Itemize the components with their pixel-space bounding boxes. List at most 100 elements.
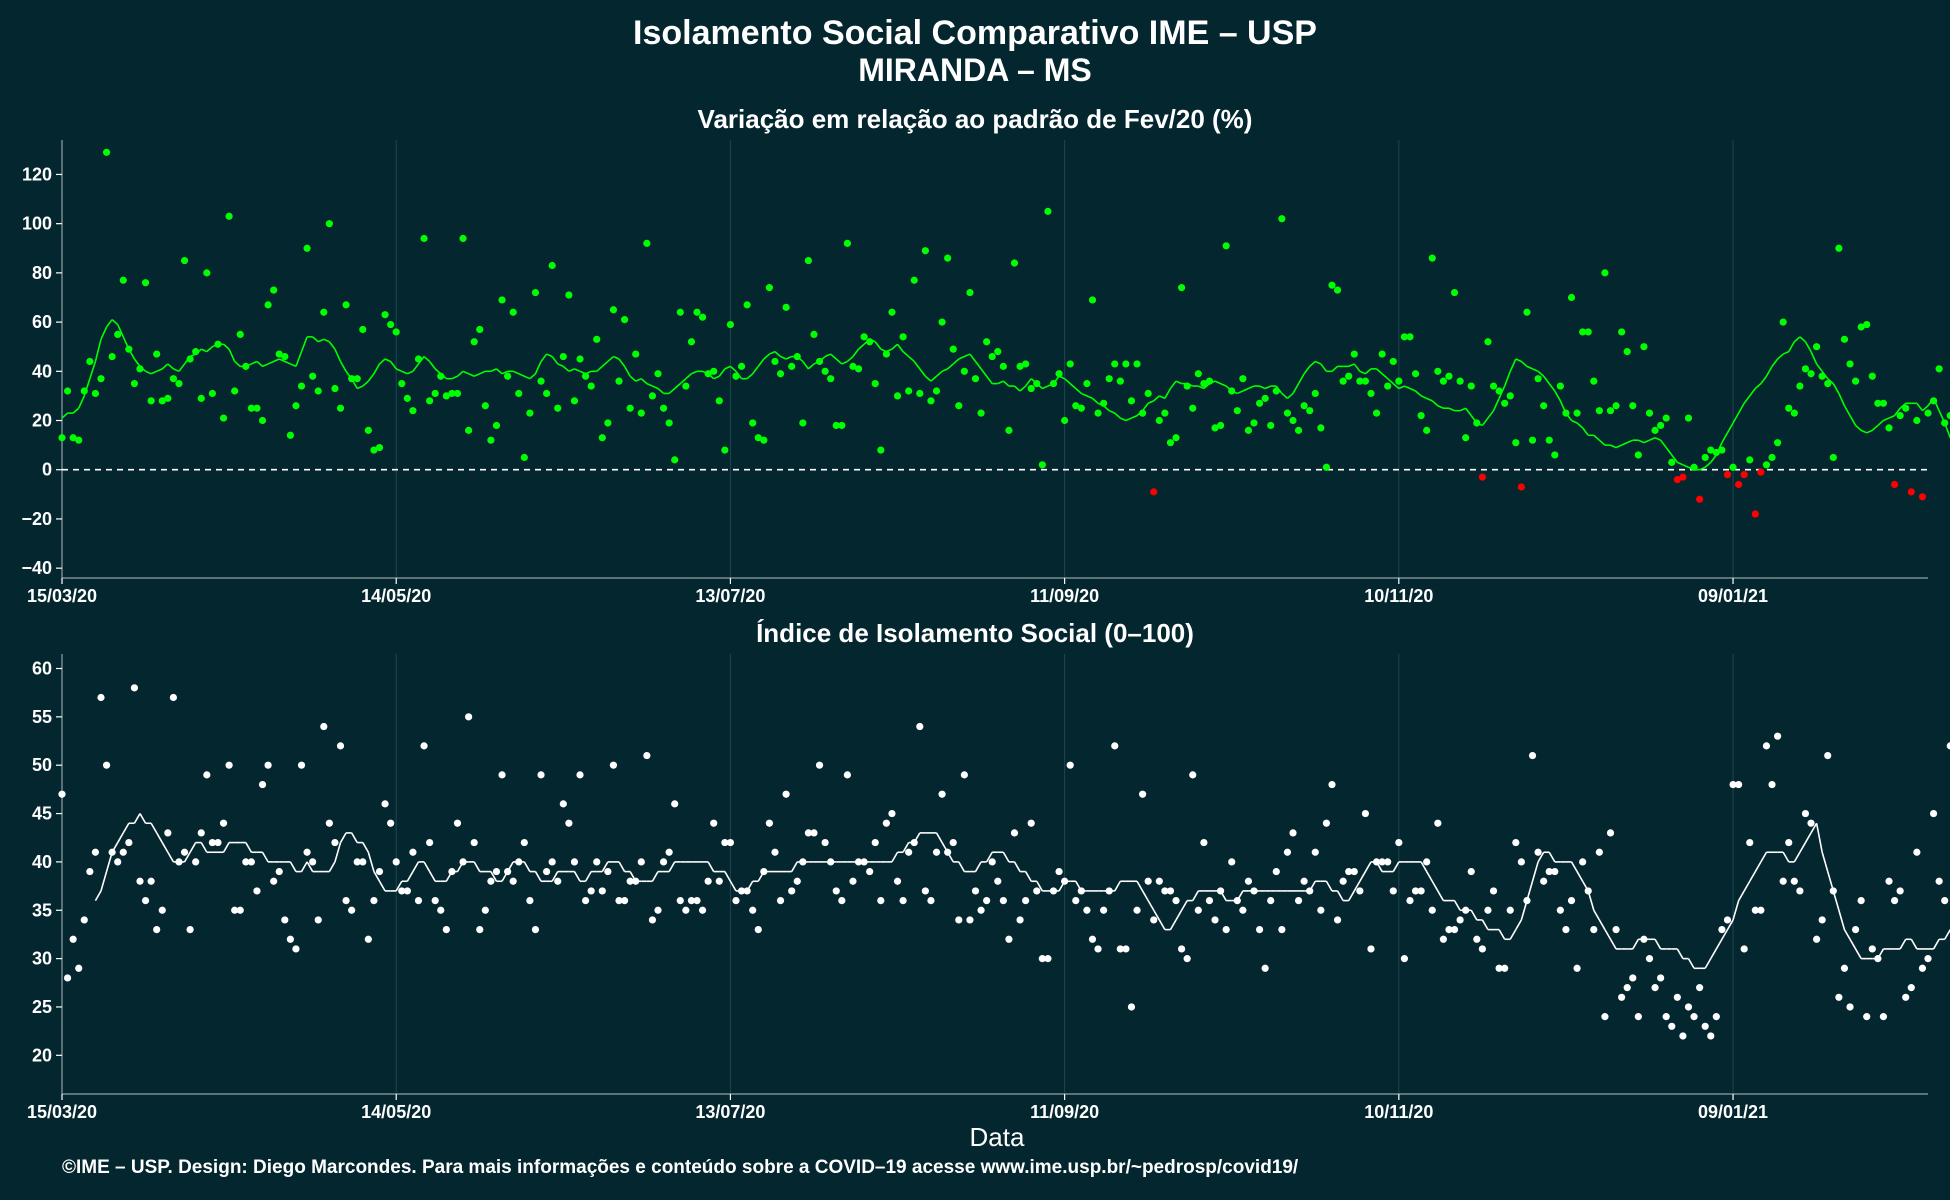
index-point bbox=[264, 761, 272, 769]
index-moving-average bbox=[668, 861, 676, 872]
variation-point bbox=[203, 269, 211, 277]
variation-point bbox=[899, 333, 907, 341]
variation-point bbox=[186, 355, 194, 363]
index-point bbox=[1094, 945, 1102, 953]
variation-point bbox=[1484, 338, 1492, 346]
index-point bbox=[459, 858, 467, 866]
variation-moving-average bbox=[935, 370, 943, 377]
variation-moving-average bbox=[1721, 432, 1729, 444]
index-point bbox=[1634, 1013, 1642, 1021]
index-moving-average bbox=[362, 842, 370, 853]
variation-point bbox=[342, 301, 350, 309]
index-moving-average bbox=[1453, 900, 1461, 911]
variation-moving-average bbox=[167, 363, 174, 370]
variation-moving-average bbox=[267, 360, 274, 365]
variation-moving-average bbox=[1120, 417, 1127, 422]
variation-point bbox=[398, 380, 406, 388]
variation-point bbox=[1540, 402, 1548, 410]
index-moving-average bbox=[1425, 871, 1433, 882]
variation-point bbox=[303, 244, 311, 252]
index-point bbox=[1384, 858, 1392, 866]
index-point bbox=[1267, 896, 1275, 905]
variation-point bbox=[1645, 409, 1654, 417]
variation-point bbox=[554, 404, 562, 412]
variation-point bbox=[442, 392, 450, 400]
index-moving-average bbox=[707, 861, 715, 872]
index-point bbox=[1807, 819, 1815, 827]
index-point bbox=[1562, 926, 1570, 934]
variation-moving-average bbox=[1526, 365, 1533, 370]
index-point bbox=[609, 761, 618, 769]
variation-moving-average bbox=[278, 358, 286, 363]
variation-moving-average bbox=[1153, 395, 1160, 402]
variation-moving-average bbox=[607, 355, 614, 363]
index-moving-average bbox=[1531, 861, 1539, 882]
variation-point bbox=[1250, 419, 1258, 427]
variation-moving-average bbox=[234, 360, 241, 367]
index-moving-average bbox=[958, 861, 966, 872]
variation-point bbox=[314, 387, 322, 395]
index-moving-average bbox=[1470, 909, 1478, 921]
variation-point bbox=[1879, 399, 1888, 407]
index-moving-average bbox=[1676, 948, 1684, 960]
variation-moving-average bbox=[116, 324, 125, 338]
index-point bbox=[130, 684, 139, 692]
variation-moving-average bbox=[1621, 441, 1628, 446]
index-point bbox=[80, 916, 88, 924]
index-point bbox=[1161, 887, 1169, 895]
index-point bbox=[247, 858, 255, 866]
index-point bbox=[1690, 1013, 1698, 1021]
index-moving-average bbox=[523, 861, 531, 872]
index-point bbox=[1590, 926, 1598, 934]
index-point bbox=[1829, 887, 1837, 895]
index-point bbox=[1501, 964, 1509, 972]
variation-point bbox=[1924, 409, 1932, 417]
index-moving-average bbox=[412, 861, 420, 872]
variation-point bbox=[1735, 480, 1743, 489]
variation-point bbox=[1723, 471, 1732, 479]
variation-moving-average bbox=[317, 338, 325, 343]
variation-moving-average bbox=[947, 363, 954, 370]
index-point bbox=[1818, 916, 1826, 924]
index-point bbox=[219, 819, 228, 827]
index-point bbox=[966, 916, 974, 924]
index-point bbox=[960, 771, 968, 779]
variation-moving-average bbox=[362, 380, 369, 387]
variation-moving-average bbox=[334, 348, 342, 362]
variation-moving-average bbox=[150, 370, 158, 375]
variation-moving-average bbox=[824, 353, 832, 358]
variation-moving-average bbox=[1921, 405, 1929, 412]
variation-point bbox=[1885, 424, 1893, 432]
index-point bbox=[370, 896, 378, 905]
index-point bbox=[214, 838, 222, 847]
variation-point bbox=[515, 389, 523, 398]
index-point bbox=[1801, 809, 1810, 818]
variation-point bbox=[1144, 389, 1152, 398]
variation-point bbox=[1528, 436, 1537, 444]
index-point bbox=[364, 935, 372, 943]
index-point bbox=[693, 896, 701, 905]
variation-moving-average bbox=[1883, 417, 1890, 422]
index-point bbox=[1835, 993, 1843, 1001]
variation-point bbox=[888, 308, 896, 316]
index-moving-average bbox=[618, 861, 626, 872]
index-point bbox=[1423, 858, 1431, 866]
variation-moving-average bbox=[262, 363, 269, 368]
variation-point bbox=[1400, 333, 1409, 341]
index-point bbox=[1840, 964, 1849, 972]
x-axis-label: Data bbox=[969, 1122, 1025, 1152]
index-point bbox=[314, 916, 322, 924]
index-point bbox=[303, 848, 311, 856]
index-point bbox=[509, 877, 517, 885]
index-point bbox=[1879, 1013, 1888, 1021]
index-moving-average bbox=[1944, 929, 1950, 940]
variation-point bbox=[119, 276, 127, 284]
variation-moving-average bbox=[456, 370, 464, 377]
variation-moving-average bbox=[161, 363, 169, 370]
variation-point bbox=[1562, 409, 1570, 417]
variation-point bbox=[1657, 421, 1665, 430]
index-point bbox=[476, 926, 484, 934]
variation-point bbox=[1779, 318, 1787, 326]
index-point bbox=[414, 896, 423, 905]
variation-point bbox=[1417, 411, 1425, 420]
